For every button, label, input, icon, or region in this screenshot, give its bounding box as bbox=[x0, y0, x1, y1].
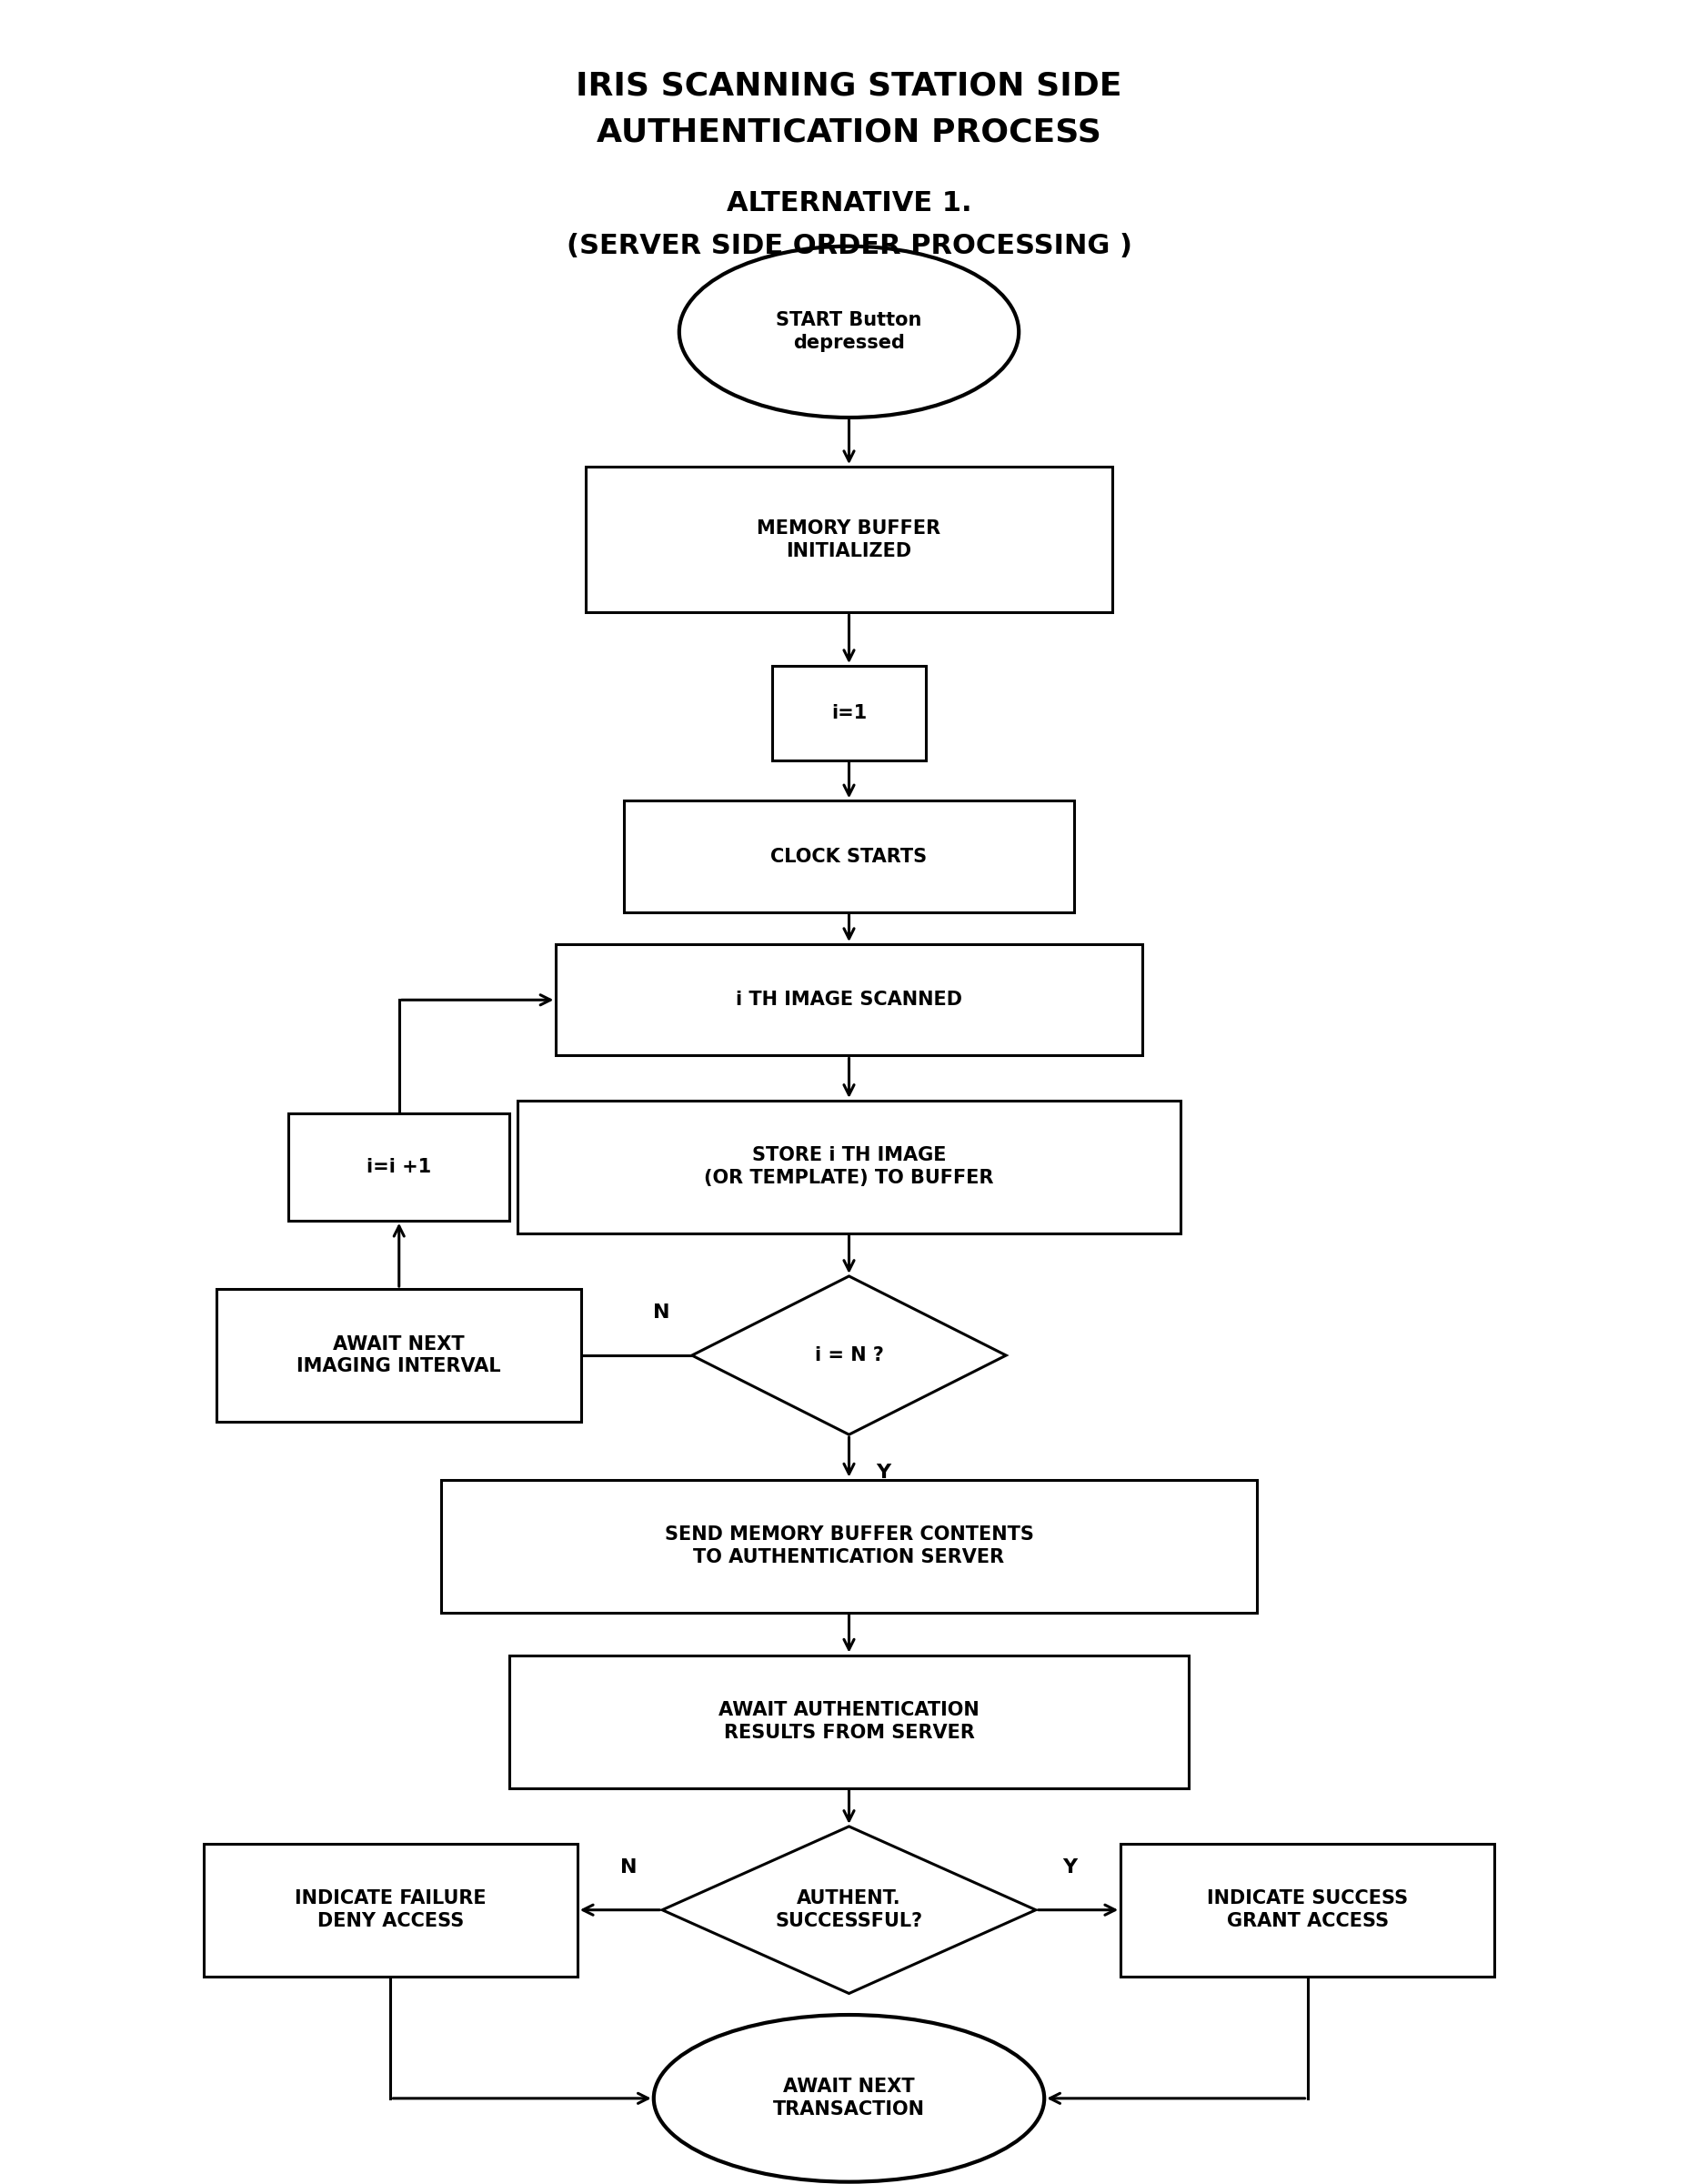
Text: SEND MEMORY BUFFER CONTENTS
TO AUTHENTICATION SERVER: SEND MEMORY BUFFER CONTENTS TO AUTHENTIC… bbox=[664, 1527, 1034, 1566]
Text: AWAIT NEXT
IMAGING INTERVAL: AWAIT NEXT IMAGING INTERVAL bbox=[297, 1334, 501, 1376]
Polygon shape bbox=[662, 1826, 1036, 1994]
Text: ALTERNATIVE 1.: ALTERNATIVE 1. bbox=[727, 190, 971, 216]
Text: AUTHENTICATION PROCESS: AUTHENTICATION PROCESS bbox=[596, 118, 1102, 149]
Text: START Button
depressed: START Button depressed bbox=[776, 312, 922, 352]
FancyBboxPatch shape bbox=[518, 1101, 1180, 1234]
Text: i=1: i=1 bbox=[830, 703, 868, 723]
Text: MEMORY BUFFER
INITIALIZED: MEMORY BUFFER INITIALIZED bbox=[757, 520, 941, 559]
Text: STORE i TH IMAGE
(OR TEMPLATE) TO BUFFER: STORE i TH IMAGE (OR TEMPLATE) TO BUFFER bbox=[705, 1147, 993, 1188]
FancyBboxPatch shape bbox=[217, 1289, 581, 1422]
FancyBboxPatch shape bbox=[289, 1114, 509, 1221]
Text: AUTHENT.
SUCCESSFUL?: AUTHENT. SUCCESSFUL? bbox=[776, 1889, 922, 1931]
Text: N: N bbox=[620, 1859, 637, 1876]
Text: i TH IMAGE SCANNED: i TH IMAGE SCANNED bbox=[735, 992, 963, 1009]
Text: CLOCK STARTS: CLOCK STARTS bbox=[771, 847, 927, 865]
FancyBboxPatch shape bbox=[509, 1655, 1189, 1789]
Text: i=i +1: i=i +1 bbox=[367, 1158, 431, 1175]
Ellipse shape bbox=[679, 247, 1019, 417]
Text: AWAIT AUTHENTICATION
RESULTS FROM SERVER: AWAIT AUTHENTICATION RESULTS FROM SERVER bbox=[718, 1701, 980, 1743]
Text: AWAIT NEXT
TRANSACTION: AWAIT NEXT TRANSACTION bbox=[773, 2077, 925, 2118]
FancyBboxPatch shape bbox=[1121, 1843, 1494, 1977]
Polygon shape bbox=[693, 1275, 1007, 1435]
FancyBboxPatch shape bbox=[773, 666, 925, 760]
Text: INDICATE SUCCESS
GRANT ACCESS: INDICATE SUCCESS GRANT ACCESS bbox=[1207, 1889, 1408, 1931]
FancyBboxPatch shape bbox=[441, 1479, 1257, 1612]
FancyBboxPatch shape bbox=[625, 802, 1075, 913]
Text: Y: Y bbox=[1063, 1859, 1077, 1876]
Text: Y: Y bbox=[876, 1463, 890, 1483]
Text: INDICATE FAILURE
DENY ACCESS: INDICATE FAILURE DENY ACCESS bbox=[295, 1889, 486, 1931]
Text: (SERVER SIDE ORDER PROCESSING ): (SERVER SIDE ORDER PROCESSING ) bbox=[565, 234, 1133, 260]
Text: i = N ?: i = N ? bbox=[815, 1345, 883, 1365]
Text: IRIS SCANNING STATION SIDE: IRIS SCANNING STATION SIDE bbox=[576, 70, 1122, 100]
FancyBboxPatch shape bbox=[557, 943, 1143, 1055]
Text: N: N bbox=[654, 1304, 669, 1321]
Ellipse shape bbox=[654, 2016, 1044, 2182]
FancyBboxPatch shape bbox=[204, 1843, 577, 1977]
FancyBboxPatch shape bbox=[586, 467, 1112, 612]
